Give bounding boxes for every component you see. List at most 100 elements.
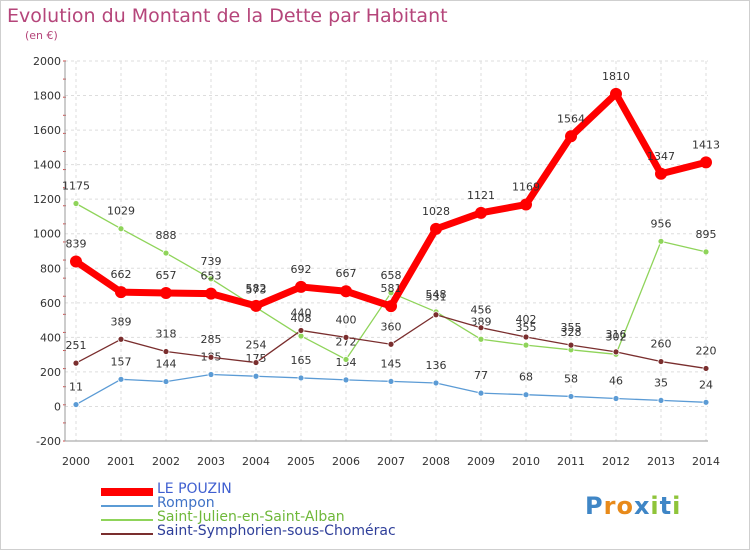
data-point [657,358,665,365]
data-point [565,130,577,143]
legend-swatch [101,533,153,535]
data-label: 285 [201,333,222,346]
y-tick-label: 1800 [33,90,61,103]
data-label: 389 [111,315,132,328]
x-tick-label: 2000 [62,455,90,468]
data-label: 582 [246,282,267,295]
data-label: 68 [519,371,533,384]
data-point [72,359,80,367]
data-label: 328 [561,326,582,339]
x-tick-label: 2010 [512,455,540,468]
data-point [207,371,215,378]
data-point [655,167,667,180]
data-point [162,378,170,385]
data-point [430,222,442,235]
data-point [295,280,307,293]
data-point [610,87,622,100]
x-tick-label: 2006 [332,455,360,468]
data-label: 653 [201,270,222,283]
data-label: 657 [156,269,177,282]
data-label: 440 [291,306,312,319]
data-label: 46 [609,375,623,388]
data-label: 220 [696,344,717,357]
data-label: 1169 [512,181,540,194]
data-label: 389 [471,315,492,328]
data-point [522,341,530,349]
data-label: 888 [156,229,177,242]
data-point [297,374,305,382]
data-point [115,286,127,299]
data-label: 456 [471,304,492,317]
logo-letter: x [633,492,651,520]
data-point [387,340,395,348]
data-label: 581 [381,282,402,295]
data-point [567,393,575,400]
data-label: 400 [336,313,357,326]
logo-letter: P [585,492,604,520]
data-point [72,401,80,408]
data-label: 77 [474,369,488,382]
data-point [207,353,215,361]
x-tick-label: 2002 [152,455,180,468]
data-point [162,348,170,355]
data-point [387,289,395,297]
x-tick-label: 2005 [287,455,315,468]
data-point [702,248,710,256]
data-point [477,389,485,397]
data-label: 408 [291,312,312,325]
data-point [700,156,712,169]
legend-swatch [101,519,153,521]
data-label: 573 [246,283,267,296]
legend-swatch [101,505,153,507]
data-point [385,300,397,313]
data-label: 355 [516,321,537,334]
data-label: 662 [111,268,132,281]
data-label: 260 [651,338,672,351]
x-tick-label: 2007 [377,455,405,468]
data-point [117,335,125,343]
data-label: 251 [66,339,87,352]
y-tick-label: 1600 [33,124,61,137]
data-point [342,356,350,363]
y-tick-label: 1000 [33,228,61,241]
data-label: 316 [606,328,627,341]
data-label: 1029 [107,205,135,218]
x-tick-label: 2011 [557,455,585,468]
data-point [340,285,352,298]
data-point [342,333,350,341]
data-label: 360 [381,320,402,333]
data-label: 692 [291,263,312,276]
y-tick-label: 200 [40,366,61,379]
data-point [475,206,487,219]
logo-letter: r [603,492,617,520]
data-label: 145 [381,357,402,370]
data-label: 24 [699,378,713,391]
y-tick-label: 400 [40,331,61,344]
data-label: 165 [291,354,312,367]
logo-letter: i [672,492,682,520]
x-tick-label: 2008 [422,455,450,468]
legend-label: Rompon [157,495,215,511]
data-label: 839 [66,238,87,251]
data-label: 1413 [692,138,720,151]
y-tick-label: 0 [54,400,61,413]
logo-letter: o [616,492,634,520]
data-point [297,332,305,340]
y-tick-label: 1200 [33,193,61,206]
data-label: 531 [426,291,447,304]
data-label: 895 [696,228,717,241]
x-tick-label: 2003 [197,455,225,468]
data-label: 1347 [647,150,675,163]
data-point [702,398,710,406]
data-point [657,237,665,245]
data-label: 739 [201,255,222,268]
data-point [432,379,440,387]
data-label: 11 [69,381,83,394]
data-point [522,391,530,399]
data-point [522,333,530,341]
data-label: 302 [606,330,627,343]
legend-label: Saint-Julien-en-Saint-Alban [157,509,345,525]
x-tick-label: 2013 [647,455,675,468]
chart-unit-label: (en €) [25,29,58,42]
